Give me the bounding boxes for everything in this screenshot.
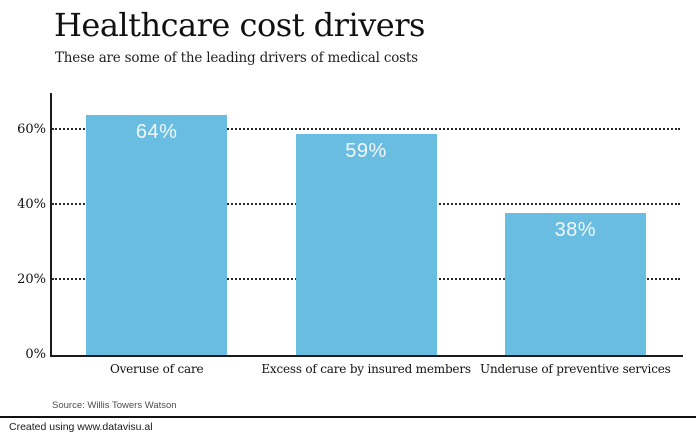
footer-credit: Created using www.datavisu.al: [9, 421, 153, 433]
bar-value-label-2: 59%: [345, 140, 387, 163]
category-label-3: Underuse of preventive services: [480, 362, 671, 376]
category-label-2: Excess of care by insured members: [261, 362, 471, 376]
gridline-60: [52, 128, 680, 131]
y-tick-label-40: 40%: [17, 197, 46, 213]
category-label-1: Overuse of care: [109, 362, 204, 376]
bar-value-label-3: 38%: [554, 218, 597, 241]
source-note: Source: Willis Towers Watson: [52, 400, 177, 411]
bar-1: 64%: [86, 115, 228, 355]
bar-value-label-1: 64%: [135, 121, 178, 144]
footer-divider: [0, 416, 696, 418]
bar-3: 38%: [504, 212, 646, 355]
x-axis-line: [50, 355, 683, 357]
y-axis-line: [50, 93, 52, 357]
chart-subtitle: These are some of the leading drivers of…: [55, 50, 418, 66]
y-tick-label-60: 60%: [17, 122, 46, 138]
bar-2: 59%: [295, 134, 437, 355]
y-tick-label-20: 20%: [17, 272, 46, 288]
chart-title: Healthcare cost drivers: [54, 6, 425, 44]
y-tick-label-0: 0%: [25, 347, 46, 362]
plot-area: 0% 20% 40% 60% 64% 59% 38%: [17, 93, 680, 362]
